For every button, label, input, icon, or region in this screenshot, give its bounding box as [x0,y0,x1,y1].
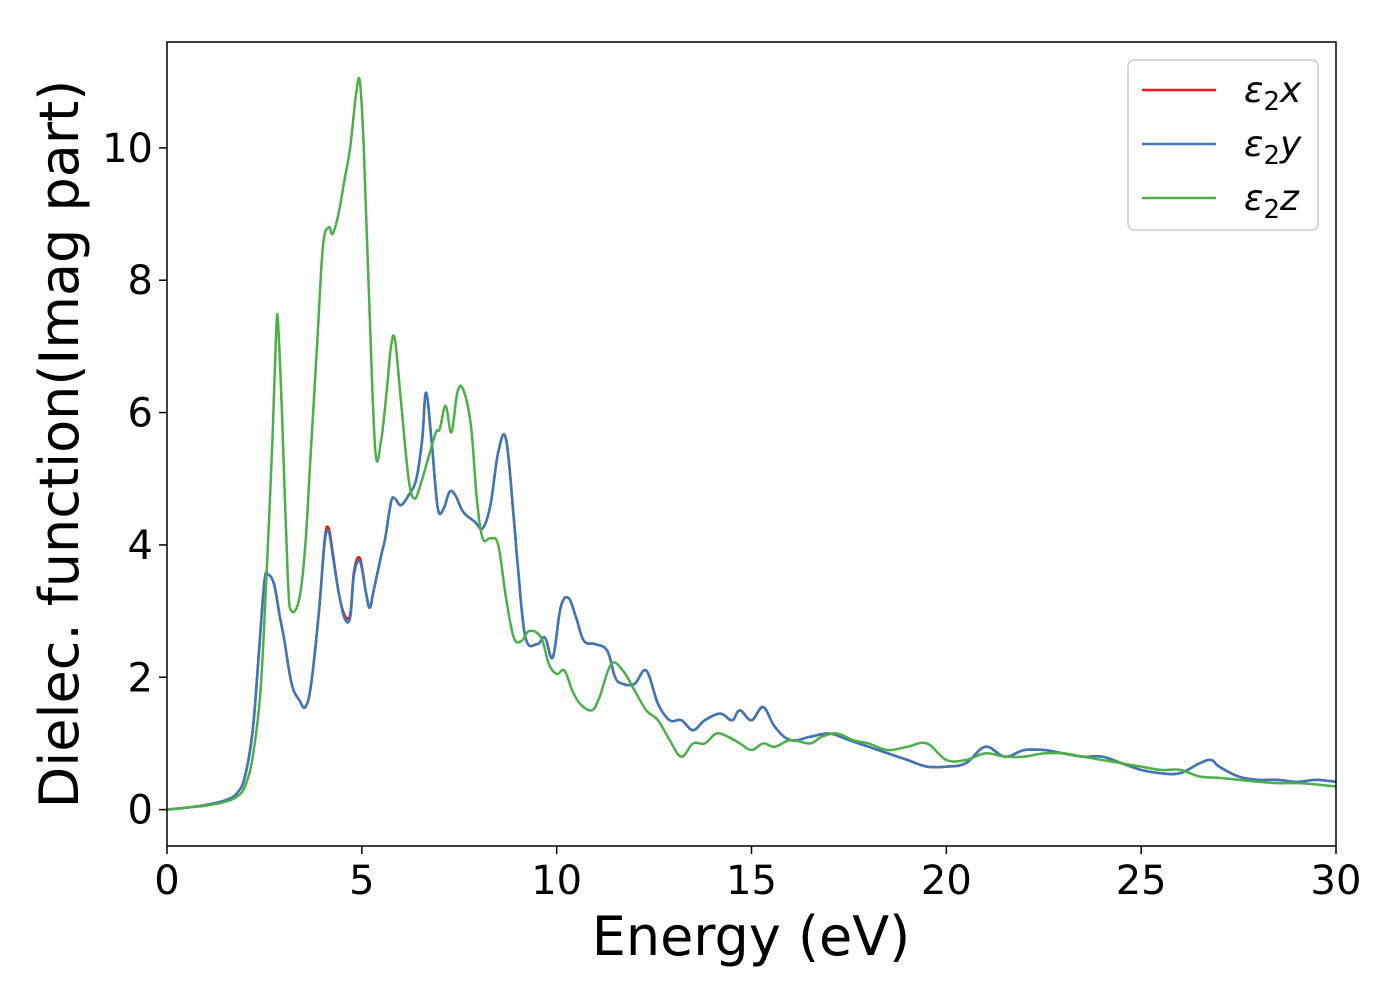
y-axis-ticks: 0 2 4 6 8 10 [102,126,167,834]
x-tick-label: 20 [921,858,972,904]
x-tick-label: 0 [154,858,179,904]
x-axis-ticks: 0 5 10 15 20 25 30 [154,846,1361,904]
x-axis-label: Energy (eV) [592,905,911,968]
x-tick-label: 30 [1311,858,1362,904]
y-tick-label: 6 [128,391,153,437]
series-line-y [167,391,1336,811]
x-tick-label: 5 [349,858,374,904]
legend-label-x: ε2x [1244,70,1302,117]
series-line-z [167,76,1336,811]
y-tick-label: 8 [128,258,153,304]
legend-label-y: ε2y [1244,124,1302,171]
y-tick-label: 2 [128,655,153,701]
legend: ε2x ε2y ε2z [1127,59,1319,231]
legend-label-z: ε2z [1244,178,1300,225]
x-tick-label: 10 [531,858,582,904]
y-tick-label: 4 [128,523,153,569]
y-tick-label: 10 [102,126,153,172]
legend-box [1127,59,1319,231]
y-axis-label: Dielec. function(Imag part) [28,80,91,809]
x-tick-label: 15 [726,858,777,904]
x-tick-label: 25 [1116,858,1167,904]
y-tick-label: 0 [128,788,153,834]
series-layer [167,76,1336,811]
